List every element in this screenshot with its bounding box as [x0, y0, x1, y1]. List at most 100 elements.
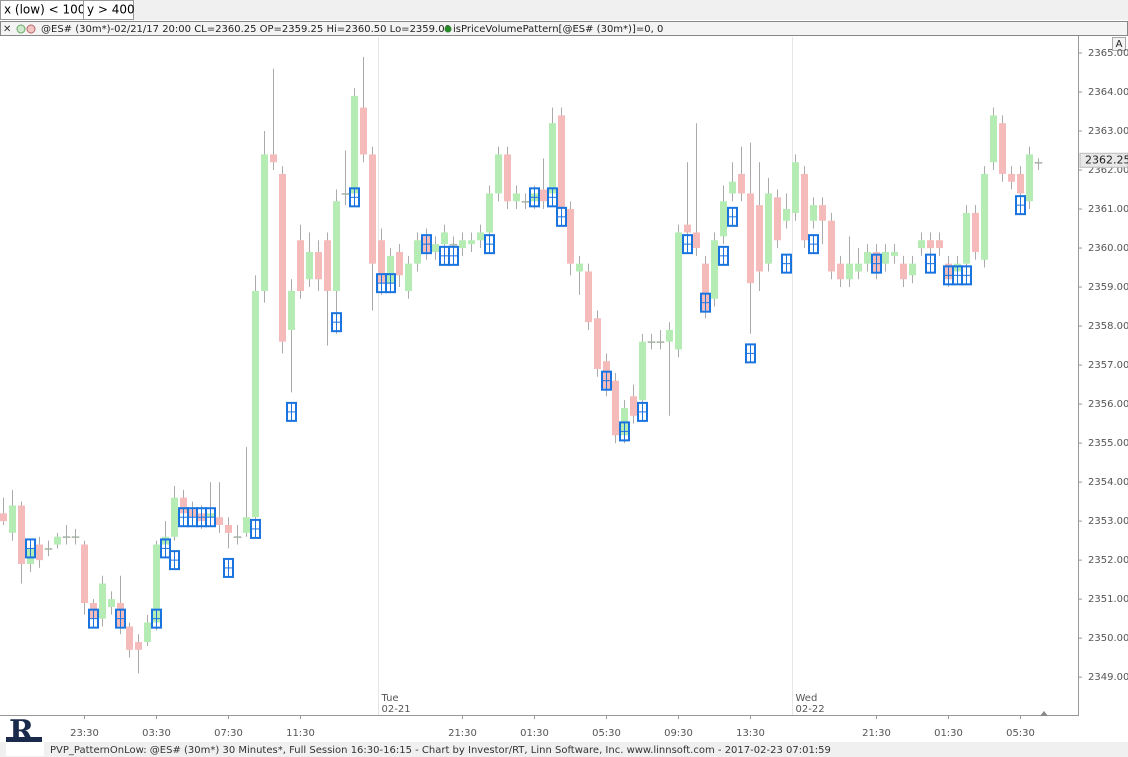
- pattern-marker: [448, 245, 459, 266]
- close-icon[interactable]: ✕: [3, 24, 11, 35]
- candle-body: [504, 154, 511, 202]
- candle-body: [810, 205, 817, 221]
- candle-body: [936, 240, 943, 249]
- y-tick-label: 2362.00: [1088, 165, 1128, 176]
- candle-body: [495, 154, 502, 194]
- candle-body: [567, 209, 574, 264]
- candle-body: [819, 205, 826, 221]
- candle-body: [801, 173, 808, 241]
- x-tick-label: 11:30: [286, 728, 315, 739]
- candle-body: [233, 536, 242, 538]
- scale-button-label[interactable]: A: [1116, 39, 1123, 50]
- x-tick-label: 05:30: [1006, 728, 1035, 739]
- y-tick-label: 2365.00: [1088, 48, 1128, 59]
- pattern-marker: [1015, 195, 1026, 216]
- candle-body: [891, 251, 898, 256]
- tab-label[interactable]: x (low) < 100: [4, 3, 85, 17]
- pattern-marker: [745, 343, 756, 364]
- candle-body: [720, 201, 727, 237]
- candle-body: [360, 107, 367, 155]
- y-tick-label: 2353.00: [1088, 516, 1128, 527]
- candle-body: [9, 505, 16, 533]
- candle-body: [909, 263, 916, 276]
- y-tick-label: 2364.00: [1088, 87, 1128, 98]
- y-tick-label: 2361.00: [1088, 204, 1128, 215]
- x-tick-label: 03:30: [142, 728, 171, 739]
- candle-body: [855, 263, 862, 272]
- y-tick-label: 2355.00: [1088, 438, 1128, 449]
- pattern-marker: [115, 608, 126, 629]
- candle-body: [0, 513, 7, 522]
- candle-body: [477, 232, 484, 241]
- candle-body: [108, 599, 115, 607]
- candle-body: [441, 232, 448, 245]
- x-tick-label: 07:30: [214, 728, 243, 739]
- candle-body: [540, 189, 547, 202]
- candle-body: [999, 123, 1006, 174]
- candle-body: [324, 240, 331, 291]
- pattern-marker: [484, 234, 495, 255]
- candle-body: [585, 271, 592, 323]
- tab-bar: [0, 0, 1128, 20]
- candle-body: [153, 544, 160, 623]
- candle-body: [846, 263, 853, 280]
- pattern-marker: [808, 234, 819, 255]
- status-dot: [26, 24, 36, 34]
- plot: 2349.00 2350.00 2351.00 2352.00 2353.00 2354.…: [0, 37, 1128, 739]
- footer-bar: [0, 742, 1128, 757]
- pattern-marker: [439, 245, 450, 266]
- candle-body: [279, 173, 286, 342]
- pattern-marker: [205, 507, 216, 528]
- candle-body: [333, 201, 340, 291]
- candle-body: [558, 115, 565, 210]
- candle-body: [18, 505, 25, 565]
- pattern-marker: [160, 538, 171, 559]
- tab[interactable]: [83, 0, 134, 20]
- x-date-part: 02-21: [382, 704, 411, 715]
- candle-body: [684, 224, 691, 233]
- candle-body: [1017, 173, 1024, 194]
- x-tick-label: 13:30: [736, 728, 765, 739]
- pattern-marker: [556, 206, 567, 227]
- candle-body: [747, 193, 754, 284]
- pattern-marker: [25, 538, 36, 559]
- x-date-part: Tue: [381, 693, 399, 704]
- status-dot: [16, 24, 26, 34]
- pattern-marker: [169, 550, 180, 571]
- candle-body: [656, 341, 665, 343]
- pattern-marker: [781, 253, 792, 274]
- pattern-marker: [547, 187, 558, 208]
- pattern-marker: [196, 507, 207, 528]
- candle-body: [1034, 161, 1043, 164]
- candle-body: [972, 212, 979, 252]
- candle-body: [711, 240, 718, 299]
- y-tick-label: 2363.00: [1088, 126, 1128, 137]
- pattern-marker: [619, 421, 630, 442]
- candle-body: [36, 544, 43, 561]
- candle-body: [927, 240, 934, 249]
- candle-body: [449, 243, 458, 246]
- candle-body: [171, 497, 178, 537]
- candle-body: [261, 154, 268, 291]
- tab-label[interactable]: y > 400: [87, 3, 135, 17]
- logo-bg: [6, 716, 44, 756]
- candle-body: [783, 209, 790, 221]
- candle-body: [369, 154, 376, 264]
- candle-body: [81, 544, 88, 604]
- x-date-part: Wed: [796, 693, 818, 704]
- scale-button[interactable]: [1112, 37, 1126, 51]
- x-tick-label: 23:30: [70, 728, 99, 739]
- scroll-marker[interactable]: [1040, 711, 1048, 716]
- y-tick-label: 2349.00: [1088, 672, 1128, 683]
- candle-body: [521, 200, 530, 203]
- y-tick-label: 2351.00: [1088, 594, 1128, 605]
- pattern-marker: [385, 273, 396, 294]
- candle-body: [882, 251, 889, 264]
- candle-body: [981, 173, 988, 260]
- candle-body: [459, 240, 466, 249]
- pattern-marker: [637, 401, 648, 422]
- candle-body: [405, 263, 412, 291]
- candle-body: [918, 240, 925, 249]
- candle-body: [135, 642, 142, 650]
